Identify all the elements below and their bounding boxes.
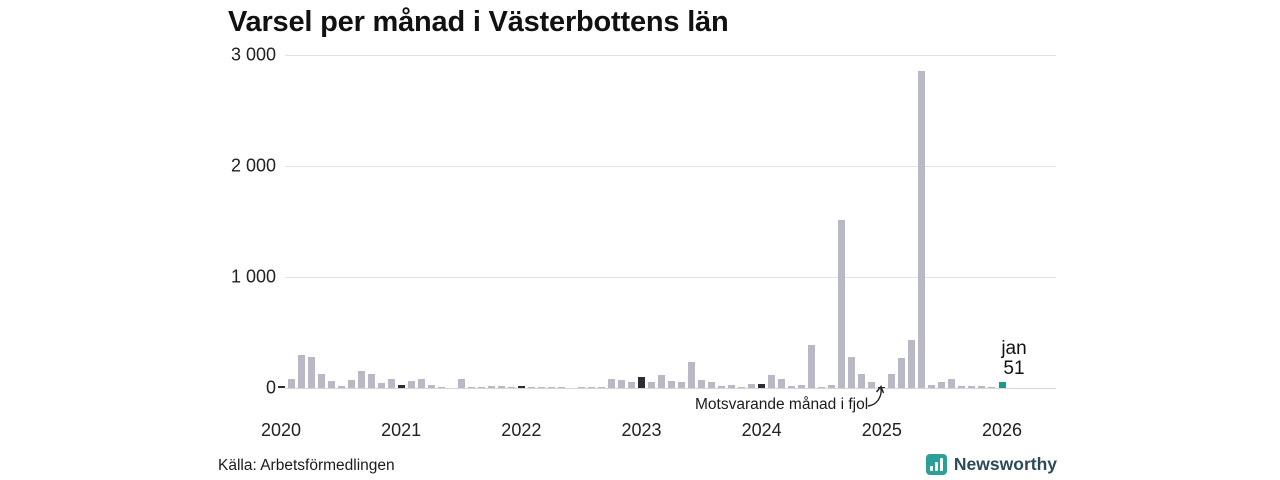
- bar-aug-2023: [708, 382, 716, 388]
- bar-nov-2022: [617, 380, 625, 388]
- bar-dec-2025: [988, 386, 996, 388]
- bar-aug-2022: [587, 386, 595, 388]
- bar-jan-2022: [517, 385, 525, 388]
- bar-dec-2020: [387, 379, 395, 388]
- newsworthy-logo-text: Newsworthy: [953, 454, 1057, 474]
- bar-aug-2025: [948, 378, 956, 388]
- bar-okt-2025: [968, 386, 976, 388]
- bar-jul-2025: [938, 382, 946, 388]
- annotation-last-year: Motsvarande månad i fjol: [695, 396, 869, 413]
- bar-maj-2025: [918, 71, 926, 388]
- annotation-arrow-icon: [867, 385, 885, 407]
- bar-mar-2022: [537, 386, 545, 388]
- bar-nov-2021: [497, 386, 505, 388]
- bar-sep-2022: [597, 386, 605, 388]
- bar-nov-2023: [738, 386, 746, 388]
- newsworthy-branding: Newsworthy: [925, 454, 1057, 475]
- gridline-2000: [285, 166, 1056, 167]
- x-axis-label-2024: 2024: [741, 420, 782, 440]
- bar-sep-2024: [838, 220, 846, 388]
- bar-jul-2021: [457, 379, 465, 388]
- bar-mar-2025: [898, 358, 906, 388]
- bar-apr-2022: [547, 386, 555, 388]
- bar-jan-2021: [397, 385, 405, 388]
- bar-jan-2024: [758, 383, 766, 388]
- bar-feb-2024: [768, 375, 776, 388]
- bar-jun-2024: [808, 344, 816, 388]
- x-axis-label-2026: 2026: [981, 420, 1023, 440]
- bar-okt-2022: [607, 378, 615, 388]
- bar-okt-2020: [367, 373, 375, 388]
- newsworthy-logo-icon: [925, 454, 947, 475]
- bar-nov-2025: [978, 386, 986, 388]
- gridline-3000: [285, 55, 1056, 56]
- bar-dec-2021: [507, 386, 515, 388]
- latest-value-month: jan: [1001, 338, 1027, 359]
- bar-mar-2024: [778, 378, 786, 388]
- gridline-0: [285, 388, 1056, 389]
- bar-feb-2020: [287, 378, 295, 388]
- bar-jul-2022: [577, 386, 585, 388]
- bar-jun-2023: [688, 361, 696, 388]
- bar-dec-2023: [748, 384, 756, 388]
- gridline-1000: [285, 277, 1056, 278]
- y-tick-label-1000: 1 000: [230, 266, 276, 287]
- bar-feb-2022: [527, 386, 535, 388]
- source-note: Källa: Arbetsförmedlingen: [218, 457, 395, 474]
- bar-sep-2023: [718, 385, 726, 388]
- bar-maj-2020: [317, 374, 325, 388]
- bar-apr-2025: [908, 340, 916, 388]
- bar-jul-2024: [818, 386, 826, 388]
- bar-jan-2026: [998, 382, 1006, 388]
- bar-jan-2023: [638, 376, 645, 388]
- bar-mar-2021: [417, 378, 425, 388]
- bar-apr-2021: [427, 384, 435, 388]
- bar-maj-2023: [678, 381, 686, 388]
- bar-dec-2022: [627, 381, 635, 388]
- y-tick-label-0: 0: [265, 377, 276, 398]
- bar-apr-2024: [788, 386, 796, 388]
- bar-jun-2020: [327, 380, 335, 388]
- x-axis-label-2021: 2021: [381, 420, 422, 440]
- bar-sep-2021: [477, 386, 485, 388]
- bar-apr-2020: [307, 356, 315, 388]
- bar-feb-2025: [888, 373, 896, 388]
- chart-title: Varsel per månad i Västerbottens län: [228, 6, 729, 38]
- latest-value-label: jan 51: [984, 339, 1044, 379]
- bar-aug-2024: [828, 384, 836, 388]
- y-tick-label-2000: 2 000: [230, 155, 276, 176]
- bar-feb-2021: [407, 380, 415, 388]
- bar-apr-2023: [668, 380, 676, 388]
- bar-mar-2020: [297, 354, 305, 388]
- x-axis-label-2022: 2022: [501, 420, 542, 440]
- x-axis-label-2020: 2020: [260, 420, 302, 440]
- bar-maj-2022: [557, 386, 565, 388]
- bar-sep-2025: [958, 385, 966, 388]
- bar-mar-2023: [658, 375, 666, 388]
- y-tick-label-3000: 3 000: [230, 44, 276, 65]
- bar-maj-2021: [437, 386, 445, 388]
- bar-sep-2020: [357, 371, 365, 388]
- bar-maj-2024: [798, 385, 806, 388]
- bar-nov-2024: [858, 373, 866, 388]
- bar-feb-2023: [648, 382, 655, 388]
- bar-aug-2020: [347, 379, 355, 388]
- bar-dec-2024: [868, 381, 876, 388]
- bar-jul-2023: [698, 380, 706, 388]
- bar-aug-2021: [467, 386, 475, 388]
- bar-jun-2025: [928, 385, 936, 388]
- bar-okt-2023: [728, 385, 736, 388]
- bar-jul-2020: [337, 386, 345, 388]
- bar-okt-2021: [487, 385, 495, 388]
- latest-value-number: 51: [1003, 358, 1025, 379]
- bar-nov-2020: [377, 383, 385, 388]
- bar-jan-2020: [277, 385, 285, 388]
- x-axis-label-2023: 2023: [621, 420, 662, 440]
- bar-okt-2024: [848, 356, 856, 388]
- x-axis-label-2025: 2025: [861, 420, 902, 440]
